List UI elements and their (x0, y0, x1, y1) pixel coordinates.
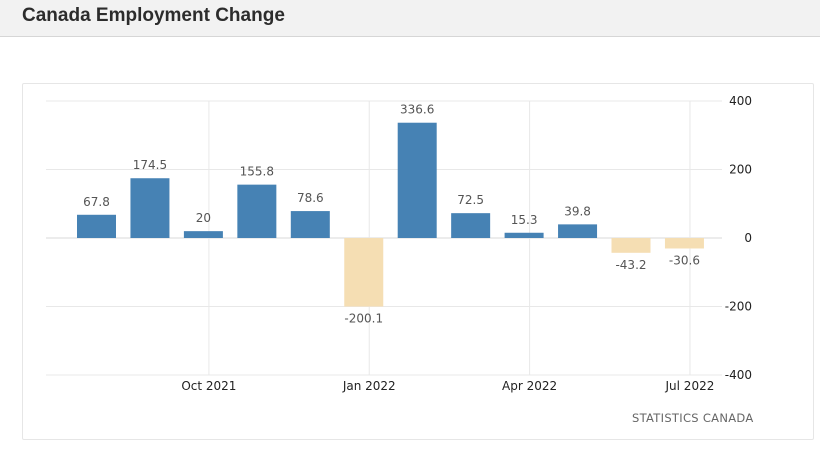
bar-value-label: -30.6 (669, 253, 700, 267)
bar[interactable] (664, 238, 704, 249)
title-bar: Canada Employment Change (0, 0, 820, 37)
y-tick-label: 0 (744, 231, 752, 245)
y-tick-label: 400 (729, 94, 752, 108)
y-tick-label: -400 (725, 368, 752, 382)
bar-value-label: 336.6 (400, 103, 434, 117)
bar[interactable] (558, 224, 598, 238)
x-tick-label: Oct 2021 (181, 379, 236, 393)
bar[interactable] (344, 238, 384, 307)
source-label[interactable]: STATISTICS CANADA (632, 411, 754, 425)
x-tick-label: Apr 2022 (502, 379, 557, 393)
y-axis-ticks: 400 200 0 -200 -400 (725, 94, 752, 382)
y-tick-label: 200 (729, 163, 752, 177)
bar-value-label: 78.6 (297, 191, 324, 205)
grid-lines (46, 100, 722, 376)
x-axis-ticks: Oct 2021 Jan 2022 Apr 2022 Jul 2022 (181, 379, 714, 393)
bar[interactable] (451, 213, 491, 238)
bar[interactable] (290, 211, 330, 238)
bar-value-label: 174.5 (133, 158, 167, 172)
bar[interactable] (397, 122, 437, 238)
bar-value-label: 20 (196, 211, 211, 225)
bar-value-labels: 67.8 174.5 20 155.8 78.6 -200.1 336.6 72.5 15.3 3… (83, 103, 700, 326)
bar-value-label: -43.2 (615, 258, 646, 272)
bar[interactable] (611, 238, 651, 253)
x-tick-label: Jan 2022 (342, 379, 396, 393)
bar[interactable] (183, 231, 223, 238)
bar-value-label: 155.8 (240, 165, 274, 179)
bar-value-label: 39.8 (564, 204, 591, 218)
x-tick-label: Jul 2022 (665, 379, 715, 393)
y-tick-label: -200 (725, 300, 752, 314)
bar-value-label: -200.1 (344, 312, 383, 326)
bar[interactable] (77, 214, 116, 238)
bar-value-label: 67.8 (83, 195, 110, 209)
bar[interactable] (237, 184, 277, 238)
bar[interactable] (130, 178, 170, 238)
page-title: Canada Employment Change (22, 5, 285, 26)
bars (77, 122, 704, 307)
bar[interactable] (504, 232, 544, 238)
bar-value-label: 72.5 (457, 193, 484, 207)
bar-value-label: 15.3 (511, 213, 538, 227)
